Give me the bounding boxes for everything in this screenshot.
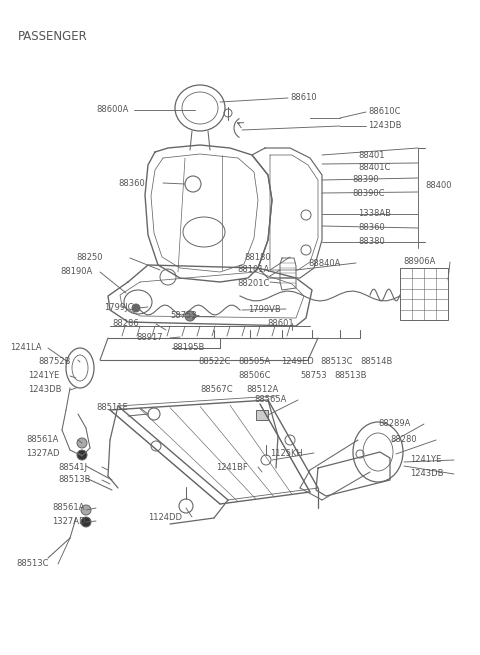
Text: 88286: 88286	[112, 320, 139, 329]
Text: 88512A: 88512A	[246, 386, 278, 394]
Text: 88917: 88917	[136, 333, 163, 341]
Circle shape	[132, 304, 140, 312]
Text: 88610: 88610	[290, 94, 317, 102]
Text: 1249ED: 1249ED	[281, 358, 314, 367]
Text: 88752B: 88752B	[38, 358, 71, 367]
Text: 88250: 88250	[76, 253, 103, 263]
Text: 1243DB: 1243DB	[28, 386, 61, 394]
Text: 58753: 58753	[300, 371, 326, 381]
Text: 88511E: 88511E	[96, 403, 128, 413]
Text: 1338AB: 1338AB	[358, 210, 391, 219]
Text: 1243DB: 1243DB	[368, 121, 401, 130]
Text: 88513C: 88513C	[320, 358, 352, 367]
Text: 1241YE: 1241YE	[410, 455, 441, 464]
Text: 88401C: 88401C	[358, 162, 390, 172]
Text: 88380: 88380	[358, 238, 385, 246]
Text: 88565A: 88565A	[254, 396, 287, 405]
Text: 1241BF: 1241BF	[216, 462, 248, 472]
Text: 88195B: 88195B	[172, 343, 204, 352]
Text: 88360: 88360	[118, 179, 145, 187]
Text: 88190A: 88190A	[60, 267, 92, 276]
Text: 88180: 88180	[244, 252, 271, 261]
Text: 88906A: 88906A	[403, 257, 435, 267]
Text: 1327AD: 1327AD	[26, 449, 60, 457]
Circle shape	[77, 450, 87, 460]
Text: 88522C: 88522C	[198, 358, 230, 367]
Text: 58753: 58753	[170, 312, 197, 320]
Text: 88280: 88280	[390, 436, 417, 445]
Text: 1799JC: 1799JC	[104, 303, 133, 312]
Text: 1243DB: 1243DB	[410, 470, 444, 479]
Text: 88567C: 88567C	[200, 386, 233, 394]
Text: 88561A: 88561A	[52, 504, 84, 512]
Text: 88601: 88601	[267, 318, 294, 328]
Text: 88101A: 88101A	[237, 265, 269, 274]
Text: 1327AD: 1327AD	[52, 517, 85, 525]
Text: 88561A: 88561A	[26, 436, 59, 445]
Text: 1799VB: 1799VB	[248, 305, 281, 314]
Text: 1241YE: 1241YE	[28, 371, 59, 381]
Text: 88390C: 88390C	[352, 189, 384, 198]
Text: 88390: 88390	[352, 176, 379, 185]
Text: 88513C: 88513C	[16, 559, 48, 569]
Circle shape	[185, 311, 195, 321]
Text: 88513B: 88513B	[58, 476, 91, 485]
Text: 88513B: 88513B	[334, 371, 367, 381]
Text: 88600A: 88600A	[96, 105, 128, 115]
Text: 1124DD: 1124DD	[148, 512, 182, 521]
Circle shape	[81, 517, 91, 527]
Text: 88401: 88401	[358, 151, 384, 160]
Text: 88840A: 88840A	[308, 259, 340, 267]
Text: 1241LA: 1241LA	[10, 343, 42, 352]
Text: 88400: 88400	[425, 181, 452, 191]
Text: PASSENGER: PASSENGER	[18, 29, 88, 43]
Text: 1125KH: 1125KH	[270, 449, 303, 457]
Text: 88505A: 88505A	[238, 358, 270, 367]
Text: 88610C: 88610C	[368, 107, 400, 117]
Text: 88289A: 88289A	[378, 419, 410, 428]
FancyBboxPatch shape	[256, 410, 268, 420]
Text: 88514B: 88514B	[360, 358, 392, 367]
Text: 88201C: 88201C	[237, 278, 269, 288]
Text: 88541J: 88541J	[58, 462, 87, 472]
Text: 88360: 88360	[358, 223, 385, 231]
Circle shape	[81, 505, 91, 515]
Text: 88506C: 88506C	[238, 371, 271, 381]
Circle shape	[77, 438, 87, 448]
